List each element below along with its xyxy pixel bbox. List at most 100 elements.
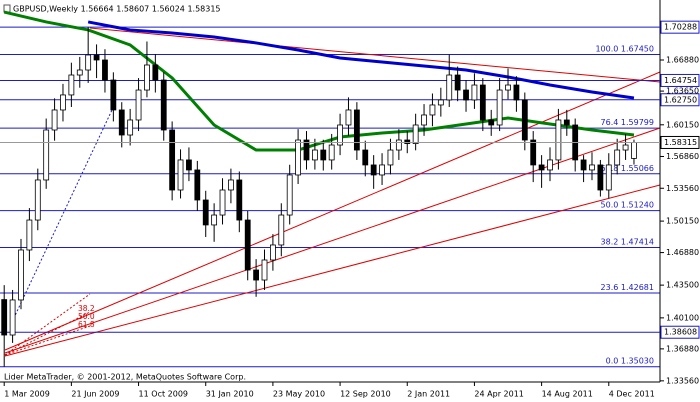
candle-body xyxy=(555,119,562,161)
x-tick-label: 12 Sep 2010 xyxy=(340,390,391,399)
price-level-box xyxy=(660,325,700,339)
candle-body xyxy=(580,159,587,171)
candle-body xyxy=(144,64,150,91)
candle-body xyxy=(43,129,50,181)
fibo-label: 23.6 1.42681 xyxy=(601,283,654,292)
y-tick-label: 1.46880 xyxy=(666,248,699,257)
x-tick-label: 11 Oct 2009 xyxy=(139,390,188,399)
x-tick-label: 4 Dec 2011 xyxy=(609,390,655,399)
current-price-box xyxy=(660,135,700,149)
candle-body xyxy=(278,214,285,246)
candle-body xyxy=(505,84,511,91)
fibo-price: 1.35030 xyxy=(621,356,654,365)
title-bg xyxy=(0,2,240,15)
candle-body xyxy=(102,59,108,81)
candle-body xyxy=(93,54,100,61)
candle-body xyxy=(286,174,293,216)
x-tick-label: 24 Apr 2011 xyxy=(474,390,523,399)
candle-body xyxy=(521,99,528,141)
fan-line xyxy=(4,325,91,356)
candle-body xyxy=(496,89,503,126)
candle-body xyxy=(471,84,478,101)
candle-body xyxy=(538,164,545,171)
candle-body xyxy=(68,74,75,96)
fan-label: 50.0 xyxy=(78,312,95,321)
candle-body xyxy=(18,249,24,301)
price-level-label: 1.62750 xyxy=(664,95,697,104)
candle-body xyxy=(446,74,453,101)
candle-body xyxy=(479,84,486,121)
candle-body xyxy=(211,214,218,226)
moving-average xyxy=(87,20,635,100)
price-level-box xyxy=(660,93,700,107)
price-level-label: 1.38608 xyxy=(664,328,697,337)
candle-body xyxy=(152,64,159,81)
candle-body xyxy=(270,244,276,261)
candle-body xyxy=(320,149,327,161)
candle-body xyxy=(1,299,8,336)
price-level-box xyxy=(660,20,700,34)
candle-body xyxy=(76,69,83,76)
candle-body xyxy=(631,142,637,159)
fibo-price: 1.51240 xyxy=(621,200,654,209)
y-tick-label: 1.66880 xyxy=(666,55,699,64)
candle-body xyxy=(547,159,553,171)
x-tick-label: 31 Jan 2010 xyxy=(206,390,254,399)
y-tick-label: 1.33560 xyxy=(666,376,699,385)
candle-body xyxy=(261,259,268,281)
candle-body xyxy=(253,269,260,281)
candle-body xyxy=(337,124,343,146)
candle-body xyxy=(177,159,184,191)
y-tick-label: 1.36880 xyxy=(666,344,699,353)
fibo-label: 100.0 1.67450 xyxy=(595,44,654,53)
fan-label: 38.2 xyxy=(78,304,95,313)
x-tick-label: 14 Aug 2011 xyxy=(542,390,593,399)
candle-body xyxy=(135,89,142,121)
fibo-price: 1.59799 xyxy=(621,118,654,127)
y-tick-label: 1.63650 xyxy=(666,87,699,96)
candle-body xyxy=(488,119,495,126)
candle-body xyxy=(379,164,385,176)
candle-body xyxy=(437,99,444,106)
candle-body xyxy=(563,119,570,126)
fibo-ratio: 50.0 xyxy=(601,200,619,209)
candle-body xyxy=(513,84,520,101)
candle-body xyxy=(370,164,377,176)
candle-body xyxy=(303,139,310,161)
x-tick-label: 2 Jan 2011 xyxy=(407,390,450,399)
x-tick-label: 1 Mar 2009 xyxy=(4,390,50,399)
y-tick-label: 1.53560 xyxy=(666,184,699,193)
candle-body xyxy=(9,299,16,336)
candle-body xyxy=(51,109,58,131)
candle-body xyxy=(169,129,176,191)
candle-body xyxy=(463,89,469,101)
current-price-label: 1.58315 xyxy=(664,138,697,147)
candle-body xyxy=(421,114,427,126)
candle-body xyxy=(353,109,360,151)
candle-body xyxy=(160,79,167,131)
candle-body xyxy=(614,149,621,166)
candle-body xyxy=(219,189,226,216)
y-tick-label: 1.50150 xyxy=(666,217,699,226)
fibo-price: 1.47414 xyxy=(621,237,654,246)
fibo-ratio: 100.0 xyxy=(595,44,618,53)
candle-body xyxy=(328,144,335,161)
candle-body xyxy=(236,179,243,221)
fibo-ratio: 0.0 xyxy=(606,356,619,365)
trendline xyxy=(4,71,661,351)
x-tick-label: 21 Jun 2009 xyxy=(71,390,119,399)
y-tick-label: 1.40100 xyxy=(666,313,699,322)
candle-body xyxy=(311,149,318,161)
fibo-ratio: 76.4 xyxy=(601,118,619,127)
fan-line xyxy=(4,293,91,356)
candle-body xyxy=(34,179,41,221)
fibo-label: 76.4 1.59799 xyxy=(601,118,654,127)
price-level-label: 1.70288 xyxy=(664,23,697,32)
fibo-ratio: 38.2 xyxy=(601,237,619,246)
y-tick-label: 1.56860 xyxy=(666,152,699,161)
candle-body xyxy=(412,124,419,144)
candle-body xyxy=(530,139,537,166)
